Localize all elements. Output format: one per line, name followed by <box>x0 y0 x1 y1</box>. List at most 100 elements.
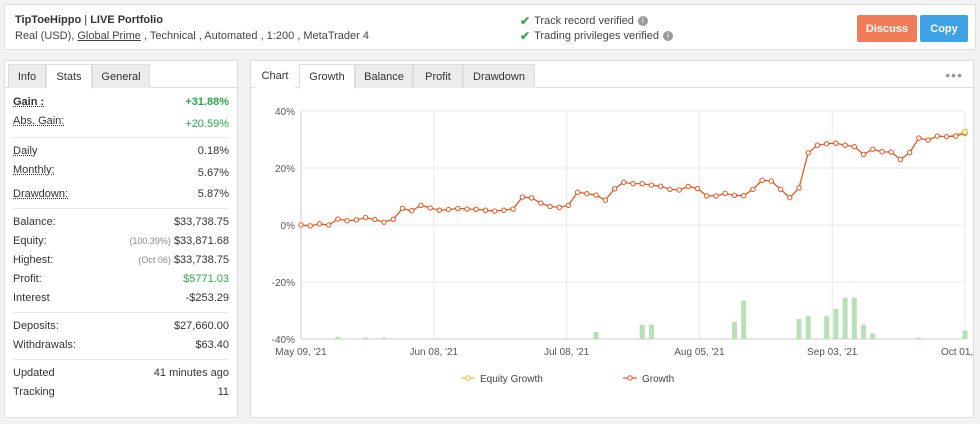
data-point-growth <box>482 207 489 213</box>
data-point-growth <box>860 151 867 158</box>
interest-value: -$253.29 <box>185 292 229 304</box>
gain-label[interactable]: Gain : <box>13 96 45 108</box>
data-point-growth <box>621 179 627 185</box>
volume-bar <box>833 309 839 339</box>
more-options-icon[interactable]: ••• <box>945 67 963 83</box>
data-point-growth <box>870 146 876 152</box>
abs-gain-label[interactable]: Abs. Gain: <box>13 115 65 127</box>
data-point-growth <box>455 205 461 212</box>
title-separator: | <box>81 14 91 26</box>
data-point-growth <box>445 206 452 213</box>
tracking-label: Tracking <box>13 386 55 398</box>
tab-profit[interactable]: Profit <box>413 64 463 88</box>
chart-lines <box>300 131 966 227</box>
divider <box>13 137 229 138</box>
info-icon[interactable]: i <box>637 16 648 26</box>
x-tick-label: Sep 03, '21 <box>807 347 858 358</box>
stat-gain: Gain : +31.88% <box>13 93 229 112</box>
data-point-growth <box>805 150 811 156</box>
tab-drawdown[interactable]: Drawdown <box>463 64 535 88</box>
track-record-text: Track record verified <box>534 15 634 27</box>
data-point-growth <box>906 149 913 156</box>
discuss-button[interactable]: Discuss <box>857 15 917 42</box>
data-point-growth <box>510 206 516 212</box>
account-name: TipToeHippo <box>15 14 82 26</box>
stat-daily: Daily 0.18% <box>13 142 229 161</box>
volume-bar <box>731 321 737 339</box>
checkmark-icon: ✔ <box>520 14 531 28</box>
gain-value: +31.88% <box>185 96 229 108</box>
volume-bar <box>842 297 848 339</box>
volume-bar <box>916 337 922 339</box>
data-point-growth <box>888 149 894 155</box>
data-point-growth <box>648 182 655 188</box>
stats-tabs: Info Stats General <box>5 61 237 89</box>
data-point-growth <box>842 142 848 148</box>
tab-balance[interactable]: Balance <box>355 64 413 88</box>
tab-stats[interactable]: Stats <box>46 64 92 89</box>
data-point-growth <box>657 183 664 189</box>
volume-bar <box>824 316 830 339</box>
balance-value: $33,738.75 <box>173 216 229 228</box>
track-record-verified: ✔ Track record verified i <box>520 14 648 28</box>
data-point-growth <box>611 186 618 192</box>
data-point-growth <box>574 189 581 195</box>
legend-equity-growth-marker <box>465 375 471 381</box>
y-tick-label: -40% <box>272 335 295 346</box>
stat-profit: Profit: $5771.03 <box>13 270 229 289</box>
tab-general[interactable]: General <box>92 64 150 88</box>
data-point-growth <box>427 205 433 211</box>
data-point-growth <box>676 187 682 193</box>
data-point-growth <box>777 186 784 193</box>
trading-privileges-verified: ✔ Trading privileges verified i <box>520 29 673 43</box>
stats-panel: Info Stats General Gain : +31.88% Abs. G… <box>4 60 238 418</box>
daily-label[interactable]: Daily <box>13 145 38 157</box>
data-point-growth <box>565 202 572 209</box>
stat-equity: Equity: (100.39%) $33,871.68 <box>13 232 229 251</box>
volume-bar <box>796 319 802 339</box>
data-point-growth <box>547 203 553 210</box>
data-point-growth <box>307 223 313 229</box>
deposits-value: $27,660.00 <box>173 320 229 332</box>
data-point-growth <box>593 192 599 198</box>
y-tick-label: 0% <box>281 221 296 232</box>
info-icon[interactable]: i <box>663 31 673 41</box>
data-point-growth <box>344 218 350 224</box>
data-point-growth <box>713 193 719 199</box>
data-point-growth <box>953 133 959 139</box>
series-line-growth <box>300 132 966 227</box>
chart-grid <box>300 110 966 340</box>
deposits-label: Deposits: <box>13 320 59 332</box>
tab-info[interactable]: Info <box>8 64 46 88</box>
data-point-growth <box>335 216 341 222</box>
data-point-growth <box>851 143 858 150</box>
account-header: TipToeHippo | LIVE Portfolio Real (USD),… <box>4 4 976 50</box>
abs-gain-value: +20.59% <box>185 118 229 130</box>
monthly-label[interactable]: Monthly: <box>13 164 55 176</box>
equity-percent: (100.39%) <box>129 236 171 246</box>
profit-value: $5771.03 <box>183 273 229 285</box>
volume-bar <box>741 300 747 339</box>
broker-link[interactable]: Global Prime <box>77 30 141 42</box>
data-point-growth <box>731 192 738 199</box>
tab-growth[interactable]: Growth <box>299 64 355 89</box>
data-point-growth <box>814 142 821 148</box>
volume-bar <box>962 330 968 339</box>
legend-growth-marker <box>627 375 633 381</box>
checkmark-icon: ✔ <box>520 29 531 43</box>
data-point-growth <box>390 216 396 223</box>
data-point-growth <box>704 193 710 199</box>
divider <box>13 359 229 360</box>
stat-deposits: Deposits: $27,660.00 <box>13 317 229 336</box>
copy-button[interactable]: Copy <box>920 15 968 42</box>
data-point-growth <box>768 178 775 184</box>
profit-label: Profit: <box>13 273 42 285</box>
withdrawals-value: $63.40 <box>195 339 229 351</box>
highest-value-wrap: (Oct 06) $33,738.75 <box>138 254 229 266</box>
trading-privileges-text: Trading privileges verified <box>534 30 659 42</box>
monthly-value: 5.67% <box>197 167 229 179</box>
data-point-growth <box>916 135 922 141</box>
data-point-growth <box>897 156 904 163</box>
drawdown-label[interactable]: Drawdown: <box>13 188 69 200</box>
x-tick-label: Jul 08, '21 <box>544 347 590 358</box>
